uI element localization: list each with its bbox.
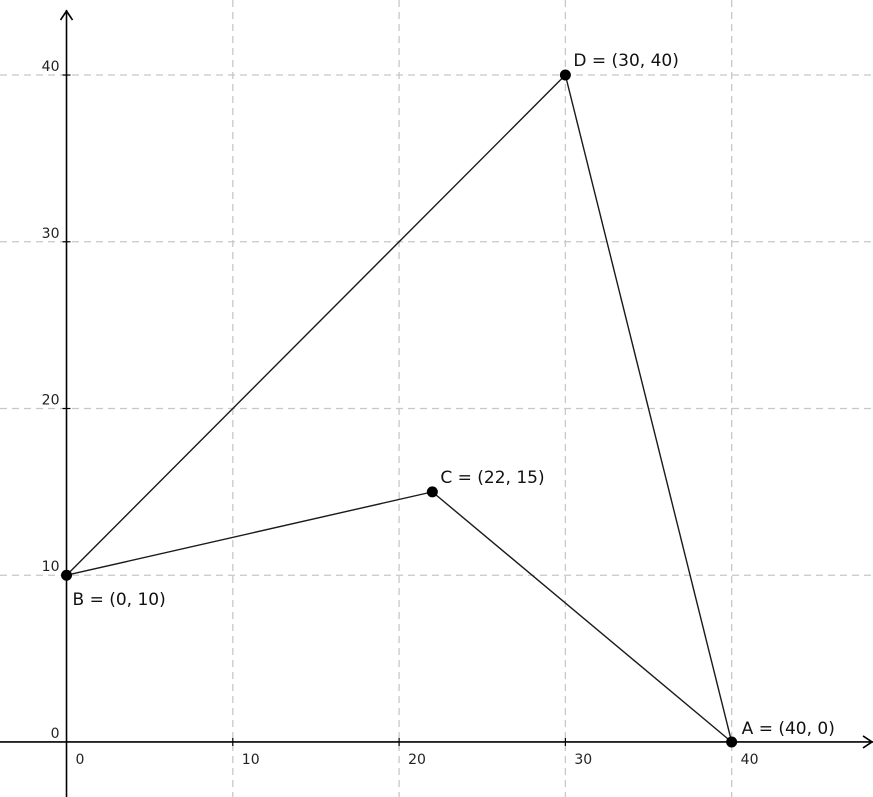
- x-tick-label-40: 40: [741, 752, 759, 768]
- segment-AC: [431, 491, 733, 743]
- segment-CB: [66, 491, 433, 576]
- axes: [0, 9, 873, 797]
- point-A[interactable]: [726, 736, 738, 748]
- points: A = (40, 0) B = (0, 10) C = (22, 15) D = (3…: [61, 51, 835, 748]
- x-tick-label-30: 30: [574, 752, 592, 768]
- point-D[interactable]: [559, 69, 571, 81]
- point-label-D: D = (30, 40): [573, 51, 678, 71]
- x-tick-label-0: 0: [76, 752, 85, 768]
- x-tick-label-20: 20: [408, 752, 426, 768]
- x-tick-label-10: 10: [242, 752, 260, 768]
- y-tick-label-20: 20: [42, 393, 60, 409]
- segment-DA: [564, 74, 733, 743]
- point-B[interactable]: [61, 569, 73, 581]
- point-label-B: B = (0, 10): [73, 590, 166, 610]
- y-tick-label-10: 10: [42, 559, 60, 575]
- y-tick-label-30: 30: [42, 226, 60, 242]
- x-axis-arrow: [862, 735, 873, 749]
- segment-BD: [66, 74, 566, 576]
- y-axis-arrow: [59, 9, 74, 21]
- polygon-edges: [66, 74, 733, 743]
- point-C[interactable]: [426, 486, 438, 498]
- point-label-A: A = (40, 0): [742, 719, 835, 739]
- y-tick-label-0: 0: [51, 726, 60, 742]
- point-label-C: C = (22, 15): [440, 468, 544, 488]
- y-tick-label-40: 40: [42, 59, 60, 75]
- ticks: 0 10 20 30 40 0 10 20 30 40: [42, 59, 759, 768]
